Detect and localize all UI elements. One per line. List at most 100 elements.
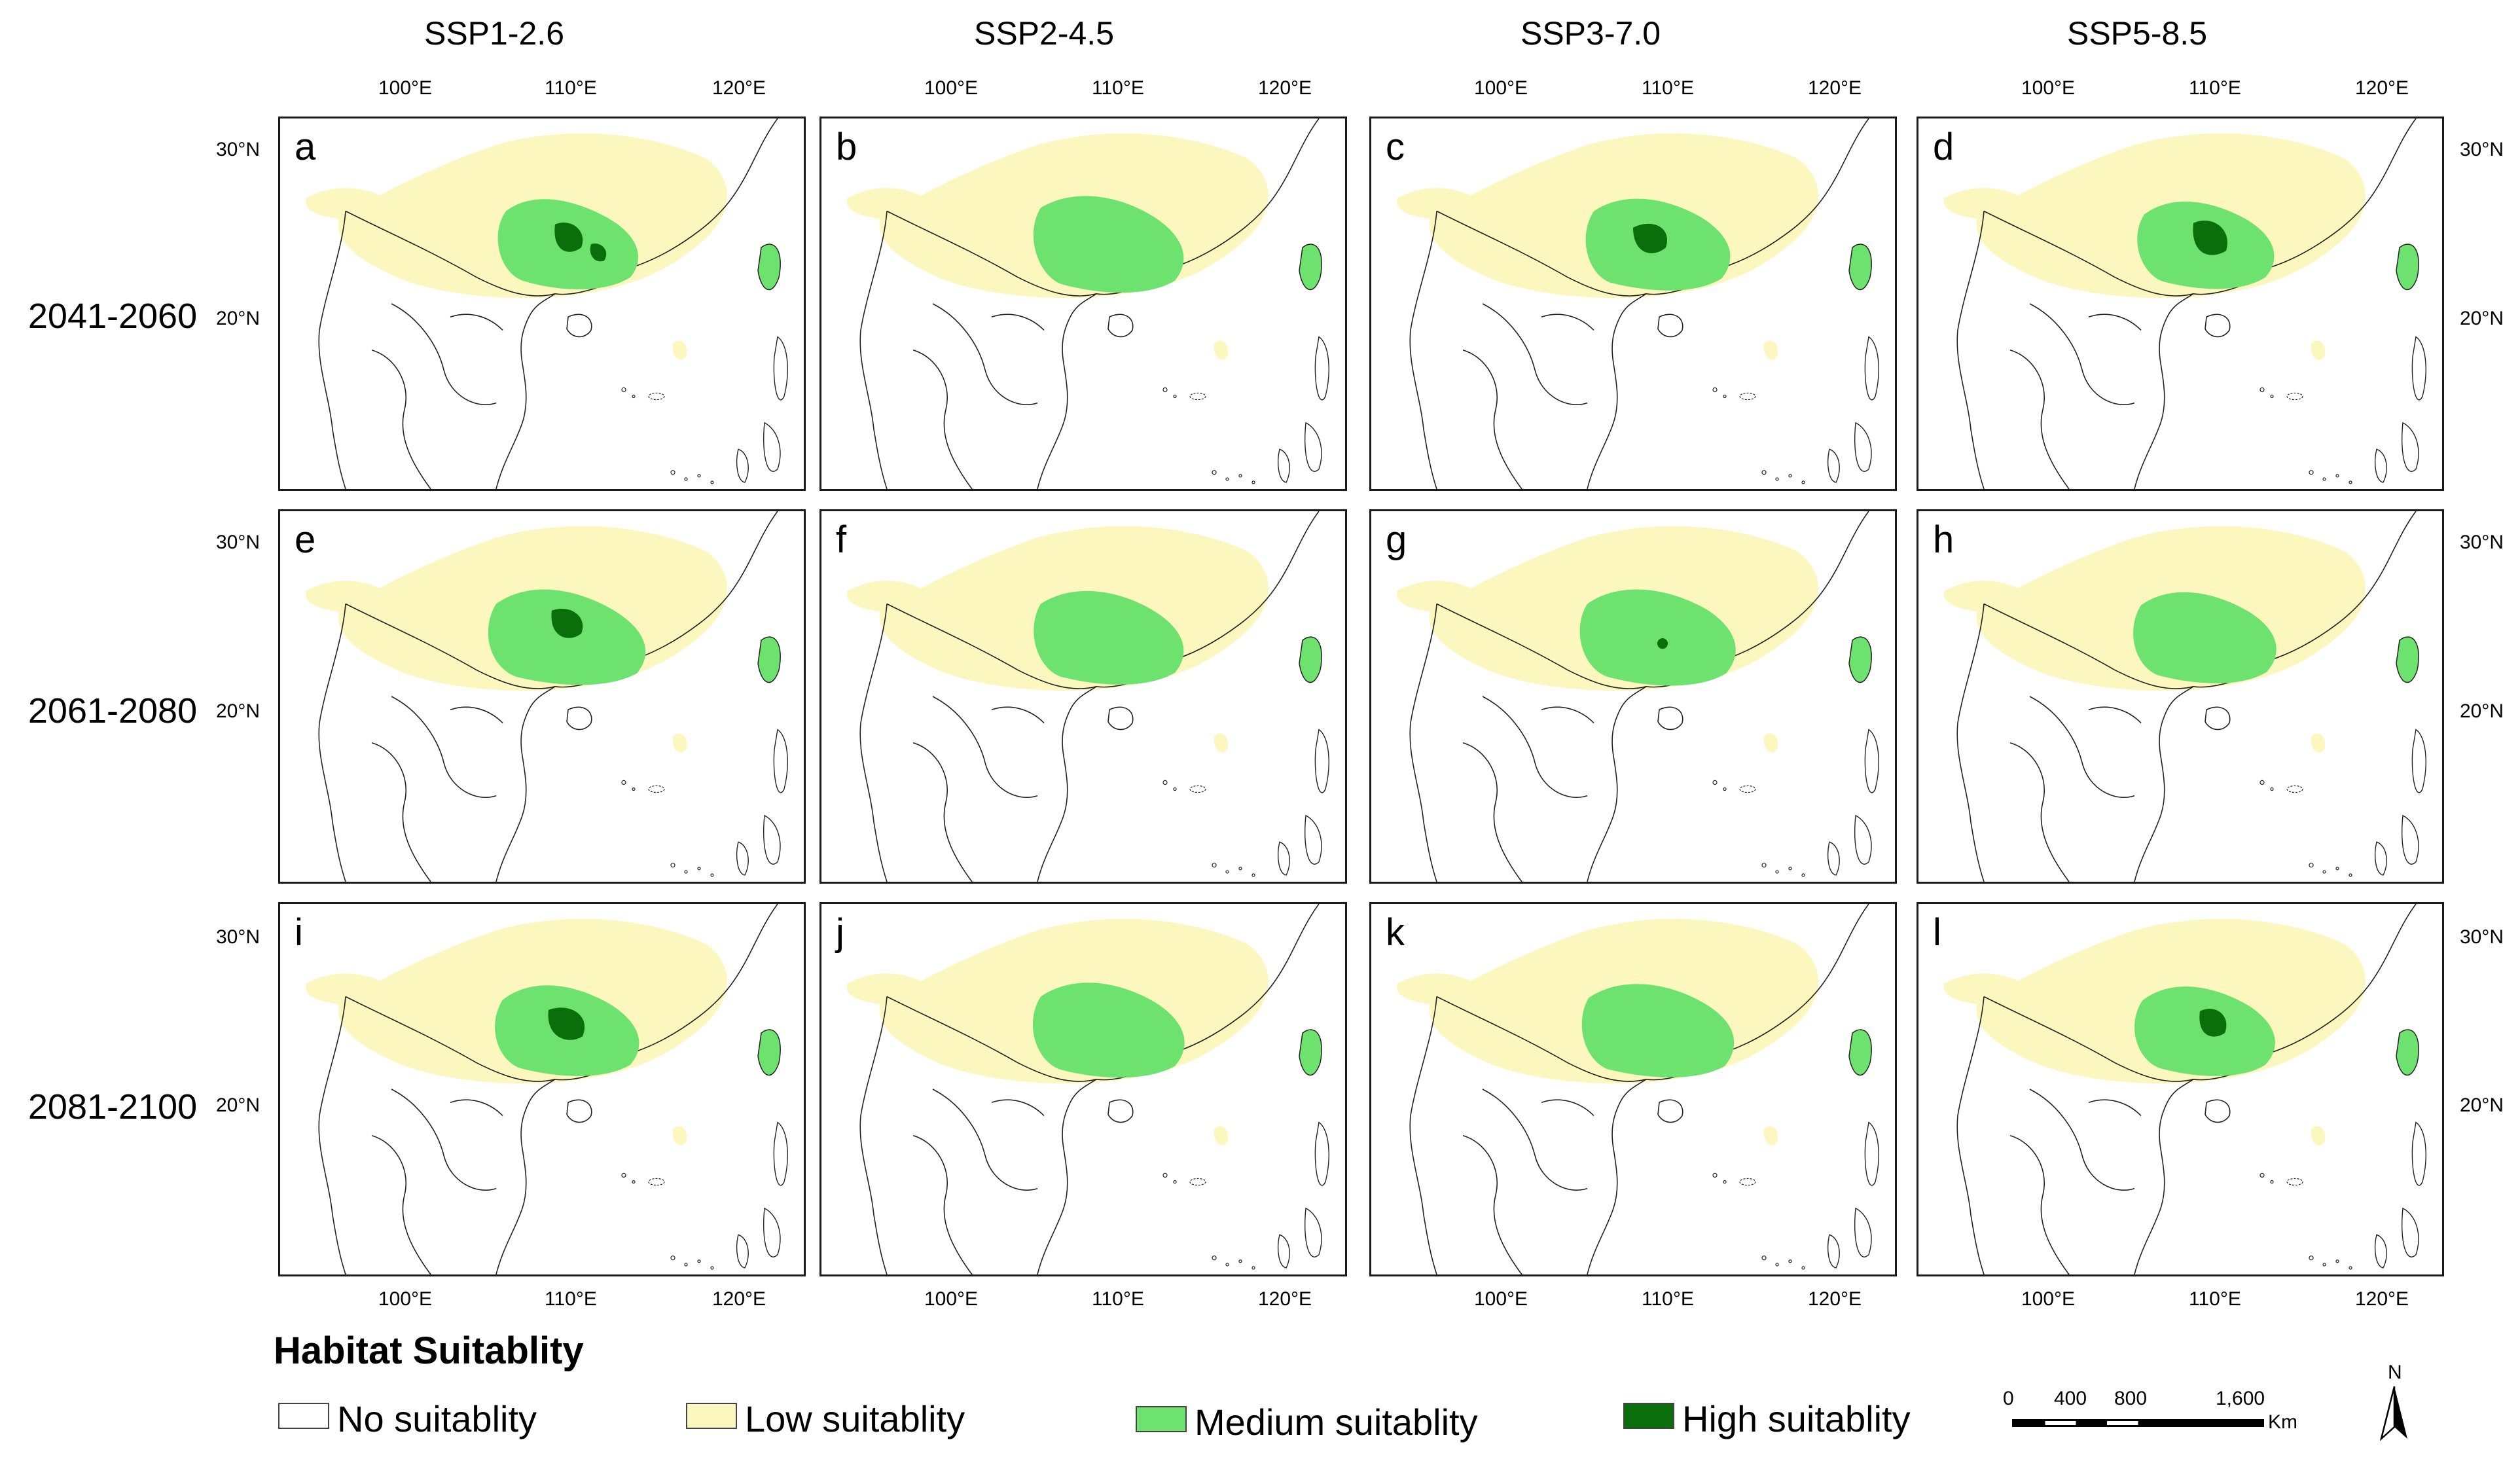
north-arrow: N [2375, 1362, 2414, 1441]
legend-swatch-high-suitability [1623, 1403, 1674, 1429]
lat-label-right-30n-row3: 30°N [2460, 926, 2504, 948]
lat-label-right-30n-row1: 30°N [2460, 139, 2504, 160]
lon-label-bottom-100e-l: 100°E [2021, 1288, 2076, 1310]
column-title-ssp2-4-5: SSP2-4.5 [973, 15, 1114, 52]
lon-label-bottom-100e-k: 100°E [1474, 1288, 1528, 1310]
legend-label-medium-suitability: Medium suitablity [1195, 1401, 1478, 1443]
lon-label-bottom-100e-j: 100°E [924, 1288, 979, 1310]
map-panel-g: g [1369, 509, 1897, 884]
scale-label-0: 0 [2003, 1388, 2014, 1409]
map-panel-a: a [278, 117, 806, 491]
lon-label-bottom-100e-i: 100°E [378, 1288, 433, 1310]
map-panel-d: d [1917, 117, 2444, 491]
column-title-ssp3-7-0: SSP3-7.0 [1520, 15, 1661, 52]
panel-letter-g: g [1386, 518, 1407, 561]
lon-label-bottom-110e-l: 110°E [2189, 1288, 2241, 1310]
lon-label-bottom-120e-j: 120°E [1258, 1288, 1312, 1310]
suitability-map-k [1396, 904, 1880, 1274]
lon-label-bottom-120e-l: 120°E [2355, 1288, 2409, 1310]
lon-label-top-120e-b: 120°E [1258, 77, 1312, 99]
suitability-map-b [846, 118, 1330, 489]
legend-item-high-suitability: High suitablity [1623, 1398, 1964, 1439]
lat-label-left-20n-row1: 20°N [216, 308, 261, 329]
legend-label-no-suitability: No suitablity [337, 1398, 537, 1439]
map-panel-j: j [819, 902, 1347, 1276]
panel-letter-e: e [295, 518, 316, 561]
map-panel-l: l [1917, 902, 2444, 1276]
scale-segments [2012, 1419, 2264, 1427]
map-panel-e: e [278, 509, 806, 884]
panel-letter-b: b [836, 126, 857, 168]
map-panel-c: c [1369, 117, 1897, 491]
panel-letter-f: f [836, 518, 847, 561]
lon-label-top-120e-a: 120°E [712, 77, 766, 99]
row-title-2041-2060: 2041-2060 [27, 297, 198, 336]
scale-bar: 0 400 800 1,600 Km [2003, 1388, 2311, 1447]
panel-letter-d: d [1933, 126, 1954, 168]
lon-label-bottom-110e-j: 110°E [1092, 1288, 1144, 1310]
suitability-map-i [305, 904, 789, 1274]
panel-letter-j: j [836, 911, 844, 954]
suitability-map-f [846, 511, 1330, 882]
lat-label-left-20n-row3: 20°N [216, 1094, 261, 1116]
legend-swatch-medium-suitability [1136, 1406, 1187, 1432]
lat-label-left-30n-row3: 30°N [216, 926, 261, 948]
panel-letter-i: i [295, 911, 303, 954]
legend-item-medium-suitability: Medium suitablity [1136, 1401, 1541, 1443]
legend-item-no-suitability: No suitablity [278, 1398, 605, 1439]
scale-label-1600: 1,600 [2216, 1388, 2265, 1409]
lon-label-bottom-110e-i: 110°E [545, 1288, 597, 1310]
lon-label-bottom-110e-k: 110°E [1642, 1288, 1694, 1310]
lon-label-bottom-120e-i: 120°E [712, 1288, 766, 1310]
lon-label-top-100e-d: 100°E [2021, 77, 2076, 99]
lon-label-top-120e-d: 120°E [2355, 77, 2409, 99]
suitability-map-a [305, 118, 789, 489]
lon-label-top-110e-c: 110°E [1642, 77, 1694, 99]
scale-label-800: 800 [2114, 1388, 2148, 1409]
map-panel-f: f [819, 509, 1347, 884]
lat-label-left-30n-row1: 30°N [216, 139, 261, 160]
legend-swatch-low-suitability [686, 1403, 737, 1429]
panel-letter-l: l [1933, 911, 1941, 954]
suitability-map-e [305, 511, 789, 882]
panel-letter-c: c [1386, 126, 1405, 168]
map-panel-k: k [1369, 902, 1897, 1276]
lat-label-left-30n-row2: 30°N [216, 532, 261, 553]
lat-label-right-20n-row1: 20°N [2460, 308, 2504, 329]
column-title-ssp5-8-5: SSP5-8.5 [2066, 15, 2207, 52]
lat-label-left-20n-row2: 20°N [216, 700, 261, 722]
column-title-ssp1-2-6: SSP1-2.6 [423, 15, 564, 52]
row-title-2061-2080: 2061-2080 [27, 691, 198, 731]
scale-unit: Km [2268, 1411, 2297, 1433]
row-title-2081-2100: 2081-2100 [27, 1087, 198, 1127]
map-panel-i: i [278, 902, 806, 1276]
suitability-map-d [1943, 118, 2427, 489]
lon-label-bottom-120e-k: 120°E [1808, 1288, 1862, 1310]
map-panel-b: b [819, 117, 1347, 491]
lat-label-right-20n-row2: 20°N [2460, 700, 2504, 722]
lon-label-top-120e-c: 120°E [1808, 77, 1862, 99]
lat-label-right-20n-row3: 20°N [2460, 1094, 2504, 1116]
suitability-map-h [1943, 511, 2427, 882]
legend-item-low-suitability: Low suitablity [686, 1398, 1026, 1439]
panel-letter-a: a [295, 126, 316, 168]
lon-label-top-110e-a: 110°E [545, 77, 597, 99]
suitability-map-j [846, 904, 1330, 1274]
lon-label-top-110e-b: 110°E [1092, 77, 1144, 99]
lon-label-top-100e-b: 100°E [924, 77, 979, 99]
legend-title: Habitat Suitablity [274, 1329, 584, 1372]
suitability-map-g [1396, 511, 1880, 882]
legend-swatch-no-suitability [278, 1403, 329, 1429]
lon-label-top-110e-d: 110°E [2189, 77, 2241, 99]
suitability-map-l [1943, 904, 2427, 1274]
north-arrow-icon [2379, 1386, 2407, 1441]
scale-label-400: 400 [2054, 1388, 2087, 1409]
map-panel-h: h [1917, 509, 2444, 884]
legend-label-high-suitability: High suitablity [1682, 1398, 1911, 1439]
lon-label-top-100e-a: 100°E [378, 77, 433, 99]
panel-letter-h: h [1933, 518, 1954, 561]
north-label: N [2388, 1362, 2402, 1383]
legend-label-low-suitability: Low suitablity [745, 1398, 965, 1439]
lat-label-right-30n-row2: 30°N [2460, 532, 2504, 553]
panel-letter-k: k [1386, 911, 1405, 954]
